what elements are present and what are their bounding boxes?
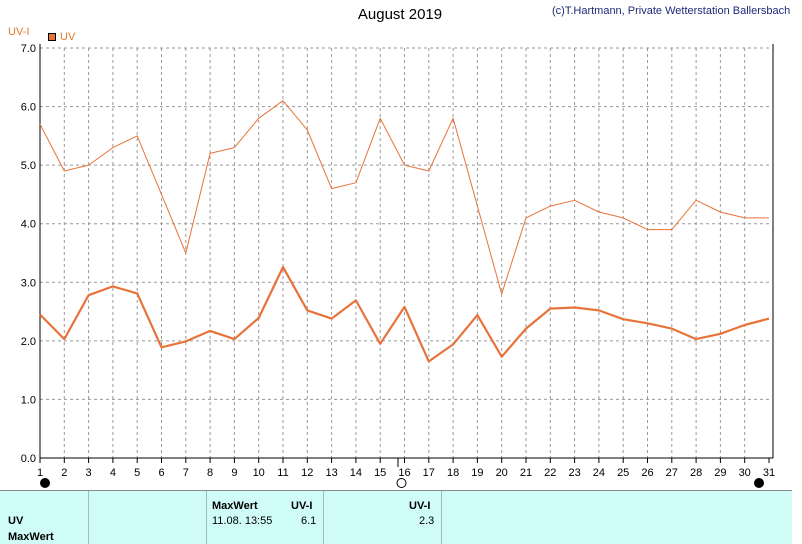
table-column-divider: [88, 491, 89, 544]
x-tick-label: 22: [544, 467, 556, 479]
x-tick-label: 6: [158, 467, 164, 479]
y-tick-label: 0.0: [21, 453, 36, 465]
table-row-label-maxwert: MaxWert: [8, 531, 54, 543]
y-tick-label: 7.0: [21, 43, 36, 55]
x-tick-label: 18: [447, 467, 459, 479]
table-row-label-uv: UV: [8, 515, 24, 527]
x-tick-label: 3: [86, 467, 92, 479]
x-tick-label: 1: [37, 467, 43, 479]
x-tick-label: 15: [374, 467, 386, 479]
new-moon-icon: [754, 478, 764, 488]
x-tick-label: 27: [666, 467, 678, 479]
x-tick-label: 12: [301, 467, 313, 479]
moon-phase-markers: [40, 478, 764, 488]
chart-series: [39, 100, 770, 363]
chart-grid: [40, 47, 769, 458]
table-column-divider: [441, 491, 442, 544]
x-tick-label: 28: [690, 467, 702, 479]
x-tick-label: 26: [641, 467, 653, 479]
x-tick-label: 19: [471, 467, 483, 479]
x-tick-label: 7: [183, 467, 189, 479]
uv-max-line: [39, 100, 769, 295]
x-tick-label: 11: [277, 467, 288, 479]
table-column-divider: [206, 491, 207, 544]
x-tick-label: 8: [207, 467, 213, 479]
x-tick-label: 20: [496, 467, 508, 479]
y-tick-label: 2.0: [21, 336, 36, 348]
y-tick-label: 5.0: [21, 160, 36, 172]
credit-text: (c)T.Hartmann, Private Wetterstation Bal…: [552, 5, 791, 17]
table-header-unit: UV-I: [291, 500, 313, 512]
table-header-maxwert: MaxWert: [212, 500, 258, 512]
chart-title: August 2019: [357, 6, 443, 23]
x-tick-label: 29: [714, 467, 726, 479]
x-tick-label: 25: [617, 467, 629, 479]
table-max-value: 6.1: [301, 515, 317, 527]
x-tick-label: 24: [593, 467, 605, 479]
x-tick-label: 30: [739, 467, 751, 479]
uv-line-chart: 0.01.02.03.04.05.06.07.01 2 3 4 5 6 7 8 9 10 11 12 1…: [21, 43, 775, 488]
chart-axes: [39, 44, 774, 467]
y-tick-label: 4.0: [21, 219, 36, 231]
x-tick-label: 16: [398, 467, 410, 479]
legend-swatch: [48, 33, 56, 41]
new-moon-icon: [40, 478, 50, 488]
chart-legend: UV: [48, 31, 75, 43]
summary-table: UV MaxWert MaxWert UV-I 11.08. 13:55 6.1…: [0, 490, 792, 544]
y-axis-unit-label: UV-I: [8, 26, 30, 38]
x-tick-label: 21: [520, 467, 532, 479]
y-tick-label: 3.0: [21, 277, 36, 289]
uv-mean-line: [39, 266, 770, 363]
x-tick-label: 2: [61, 467, 67, 479]
table-max-datetime: 11.08. 13:55: [212, 515, 273, 527]
x-tick-label: 9: [231, 467, 237, 479]
chart-tick-labels: 0.01.02.03.04.05.06.07.01 2 3 4 5 6 7 8 9 10 11 12 1…: [21, 43, 775, 479]
x-tick-label: 13: [325, 467, 337, 479]
full-moon-icon: [396, 478, 407, 488]
table-column-divider: [323, 491, 324, 544]
x-tick-label: 14: [350, 467, 362, 479]
x-tick-label: 31: [763, 467, 775, 479]
x-tick-label: 17: [423, 467, 435, 479]
legend-label: UV: [60, 31, 76, 43]
y-tick-label: 1.0: [21, 394, 36, 406]
y-tick-label: 6.0: [21, 102, 36, 114]
table-header-avg-unit: UV-I: [409, 500, 431, 512]
x-tick-label: 23: [568, 467, 580, 479]
x-tick-label: 5: [134, 467, 140, 479]
x-tick-label: 10: [253, 467, 265, 479]
x-tick-label: 4: [110, 467, 116, 479]
table-avg-value: 2.3: [419, 515, 435, 527]
